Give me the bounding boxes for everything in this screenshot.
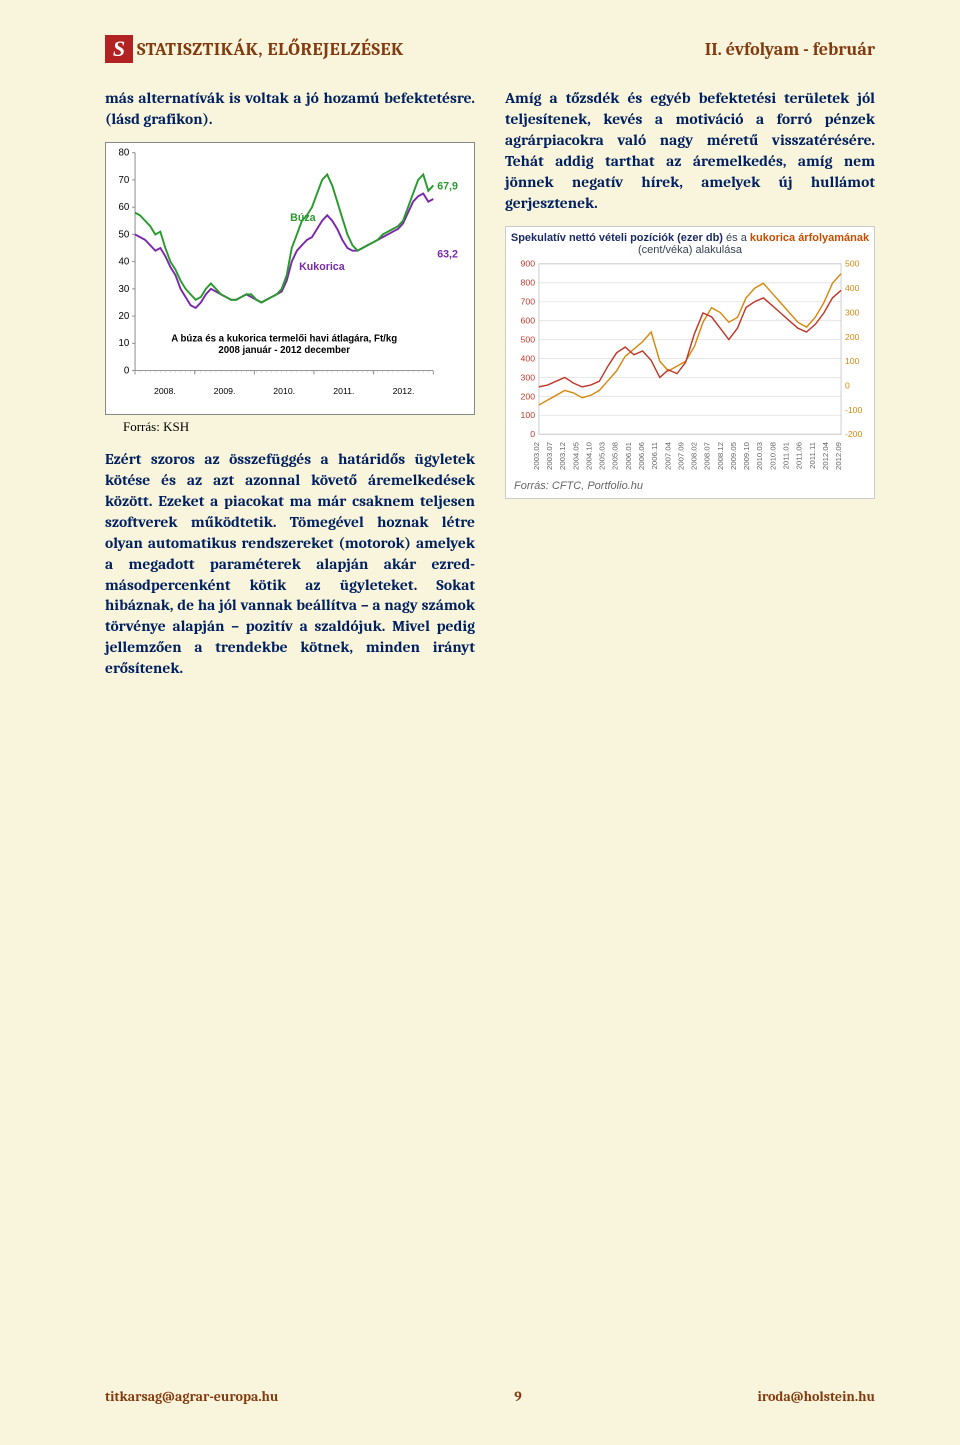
chart2-title: Spekulatív nettó vételi pozíciók (ezer d… — [506, 227, 874, 258]
svg-text:80: 80 — [118, 147, 129, 158]
svg-text:2011.06: 2011.06 — [795, 442, 804, 469]
svg-text:2003.02: 2003.02 — [532, 442, 541, 470]
svg-text:2012.04: 2012.04 — [821, 441, 830, 470]
right-body-paragraph: Amíg a tőzsdék és egyéb befektetési terü… — [505, 88, 875, 214]
svg-text:2004.05: 2004.05 — [571, 442, 580, 470]
svg-text:2006.01: 2006.01 — [624, 442, 633, 470]
svg-text:400: 400 — [521, 353, 536, 363]
svg-text:2008.02: 2008.02 — [690, 442, 699, 470]
svg-text:2009.10: 2009.10 — [742, 442, 751, 470]
svg-text:2006.11: 2006.11 — [650, 442, 659, 469]
svg-text:2009.05: 2009.05 — [729, 442, 738, 470]
svg-text:2003.12: 2003.12 — [558, 442, 567, 470]
footer-left: titkarsag@agrar-europa.hu — [105, 1388, 278, 1405]
svg-text:2009.: 2009. — [214, 386, 236, 396]
svg-text:2010.03: 2010.03 — [755, 442, 764, 470]
svg-text:2008.12: 2008.12 — [716, 442, 725, 470]
svg-text:10: 10 — [118, 338, 129, 349]
footer-right: iroda@holstein.hu — [758, 1388, 875, 1405]
svg-text:100: 100 — [521, 410, 536, 420]
page-header: S STATISZTIKÁK, ELŐREJELZÉSEK II. évfoly… — [105, 35, 875, 63]
svg-text:Búza: Búza — [290, 212, 316, 224]
svg-text:30: 30 — [118, 284, 129, 295]
svg-text:500: 500 — [521, 334, 536, 344]
chart2-source: Forrás: CFTC, Portfolio.hu — [506, 480, 874, 498]
svg-text:2008 január - 2012 december: 2008 január - 2012 december — [218, 345, 350, 356]
svg-text:600: 600 — [521, 315, 536, 325]
logo-mark: S — [105, 35, 133, 63]
svg-text:500: 500 — [845, 258, 860, 268]
chart2-title-prefix: Spekulatív nettó vételi pozíciók (ezer d… — [511, 232, 723, 244]
footer-page-number: 9 — [514, 1388, 521, 1405]
svg-text:Kukorica: Kukorica — [299, 261, 345, 273]
svg-text:2007.04: 2007.04 — [663, 441, 672, 470]
svg-text:2005.03: 2005.03 — [598, 442, 607, 470]
svg-text:400: 400 — [845, 283, 860, 293]
svg-text:A búza és a kukorica termelői: A búza és a kukorica termelői havi átlag… — [171, 333, 397, 344]
chart2-title-suffix: (cent/véka) alakulása — [638, 244, 742, 256]
svg-text:0: 0 — [124, 365, 129, 376]
svg-text:2006.06: 2006.06 — [637, 442, 646, 470]
chart2-title-middle: és a — [723, 232, 750, 244]
svg-text:200: 200 — [845, 331, 860, 341]
header-left-title: STATISZTIKÁK, ELŐREJELZÉSEK — [137, 39, 404, 60]
svg-text:67,9: 67,9 — [437, 180, 458, 192]
svg-text:40: 40 — [118, 256, 129, 267]
left-body-paragraph: Ezért szoros az összefüggés a határidős … — [105, 449, 475, 679]
svg-text:-100: -100 — [845, 404, 863, 414]
svg-text:2012.09: 2012.09 — [834, 442, 843, 470]
svg-text:2010.: 2010. — [273, 386, 295, 396]
header-right-title: II. évfolyam - február — [705, 39, 875, 60]
svg-text:900: 900 — [521, 258, 536, 268]
svg-text:60: 60 — [118, 202, 129, 213]
svg-text:300: 300 — [521, 372, 536, 382]
svg-text:50: 50 — [118, 229, 129, 240]
svg-text:-200: -200 — [845, 429, 863, 439]
svg-text:2011.01: 2011.01 — [782, 442, 791, 469]
svg-text:2012.: 2012. — [393, 386, 415, 396]
svg-text:2004.10: 2004.10 — [584, 442, 593, 470]
svg-text:70: 70 — [118, 175, 129, 186]
svg-text:0: 0 — [530, 429, 535, 439]
svg-text:2005.08: 2005.08 — [611, 442, 620, 470]
svg-text:2003.07: 2003.07 — [545, 442, 554, 470]
svg-text:300: 300 — [845, 307, 860, 317]
svg-text:2008.: 2008. — [154, 386, 176, 396]
svg-text:2011.11: 2011.11 — [808, 442, 817, 469]
chart2-title-corn: kukorica árfolyamának — [750, 232, 869, 244]
speculative-positions-chart: 0 100 200 300 400 500 600 700 800 900 -200 -100 0 100… — [506, 258, 874, 481]
price-line-chart: 0 10 20 30 40 50 60 70 80 2008. 2009. 2010. 2011. 201… — [106, 143, 474, 414]
svg-text:700: 700 — [521, 296, 536, 306]
chart2-container: Spekulatív nettó vételi pozíciók (ezer d… — [505, 226, 875, 500]
svg-text:800: 800 — [521, 277, 536, 287]
svg-text:2007.09: 2007.09 — [676, 442, 685, 470]
svg-text:100: 100 — [845, 356, 860, 366]
svg-text:0: 0 — [845, 380, 850, 390]
svg-text:2008.07: 2008.07 — [703, 442, 712, 470]
page-footer: titkarsag@agrar-europa.hu 9 iroda@holste… — [105, 1388, 875, 1405]
svg-text:2011.: 2011. — [333, 386, 354, 396]
chart1-container: 0 10 20 30 40 50 60 70 80 2008. 2009. 2010. 2011. 201… — [105, 142, 475, 415]
chart1-source: Forrás: KSH — [105, 419, 475, 435]
svg-text:20: 20 — [118, 311, 129, 322]
svg-text:63,2: 63,2 — [437, 248, 458, 260]
left-intro-paragraph: más alternatívák is voltak a jó hozamú b… — [105, 88, 475, 130]
svg-text:200: 200 — [521, 391, 536, 401]
svg-text:2010.08: 2010.08 — [768, 442, 777, 470]
